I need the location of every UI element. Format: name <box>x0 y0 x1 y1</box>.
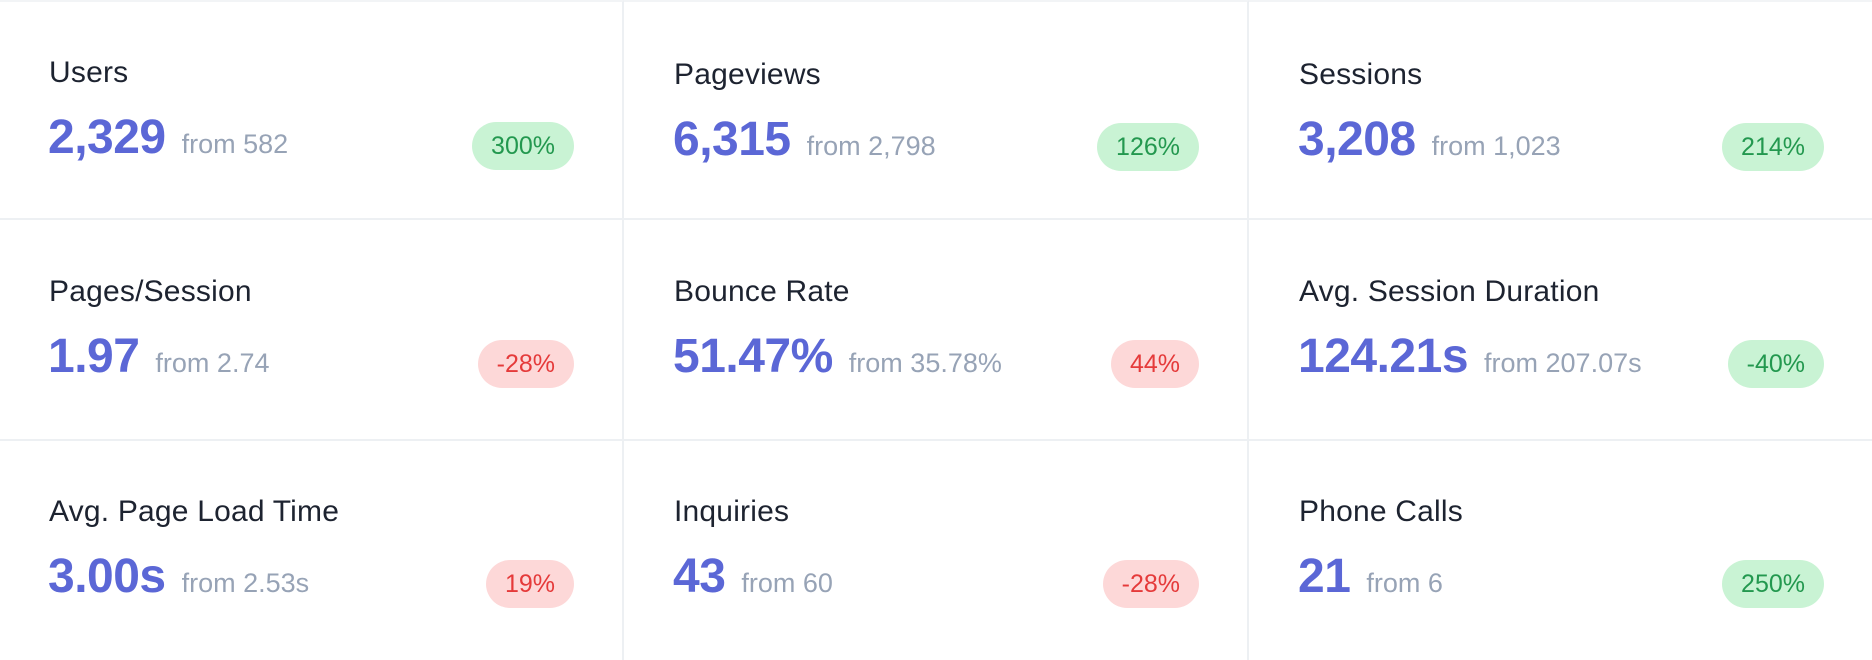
metric-label: Avg. Session Duration <box>1299 275 1600 308</box>
change-badge: -28% <box>477 340 574 388</box>
metric-previous-value: from 2.74 <box>155 348 270 378</box>
metric-label: Pageviews <box>674 58 821 91</box>
metric-previous-value: from 2.53s <box>181 568 310 598</box>
metric-value: 3.00s <box>48 550 166 603</box>
metric-value-row: 51.47% from 35.78% <box>673 329 1002 389</box>
change-badge: 214% <box>1722 123 1824 171</box>
metric-value-row: 6,315 from 2,798 <box>673 112 936 172</box>
metric-value-row: 124.21s from 207.07s <box>1298 329 1642 389</box>
metric-value-row: 3,208 from 1,023 <box>1298 112 1561 172</box>
metric-label: Pages/Session <box>49 275 252 308</box>
metric-value-row: 43 from 60 <box>673 549 833 609</box>
metric-card-phone-calls: Phone Calls 21 from 6 250% <box>1249 441 1872 660</box>
metric-card-pages-per-session: Pages/Session 1.97 from 2.74 -28% <box>0 220 624 441</box>
metric-card-avg-page-load-time: Avg. Page Load Time 3.00s from 2.53s 19% <box>0 441 624 660</box>
metric-card-avg-session-duration: Avg. Session Duration 124.21s from 207.0… <box>1249 220 1872 441</box>
change-badge: -40% <box>1727 340 1824 388</box>
metric-value-row: 1.97 from 2.74 <box>48 329 269 389</box>
metric-previous-value: from 1,023 <box>1431 131 1561 161</box>
change-badge: -28% <box>1102 560 1199 608</box>
metric-value: 51.47% <box>673 330 833 383</box>
metric-label: Users <box>49 56 129 89</box>
metric-value: 43 <box>673 550 726 603</box>
change-badge: 19% <box>485 560 574 608</box>
metric-value: 3,208 <box>1298 113 1416 166</box>
metric-previous-value: from 60 <box>741 568 833 598</box>
metric-card-sessions: Sessions 3,208 from 1,023 214% <box>1249 0 1872 220</box>
change-badge: 300% <box>472 122 574 170</box>
metric-value: 124.21s <box>1298 330 1469 383</box>
metric-value-row: 3.00s from 2.53s <box>48 549 309 609</box>
metric-value-row: 21 from 6 <box>1298 549 1443 609</box>
metric-previous-value: from 582 <box>181 129 289 159</box>
change-badge: 44% <box>1110 340 1199 388</box>
metric-value: 21 <box>1298 550 1351 603</box>
metric-value: 6,315 <box>673 113 791 166</box>
change-badge: 250% <box>1722 560 1824 608</box>
metric-value-row: 2,329 from 582 <box>48 110 288 170</box>
metric-card-inquiries: Inquiries 43 from 60 -28% <box>624 441 1249 660</box>
change-badge: 126% <box>1097 123 1199 171</box>
metric-label: Avg. Page Load Time <box>49 495 340 528</box>
metric-previous-value: from 6 <box>1366 568 1443 598</box>
metric-card-bounce-rate: Bounce Rate 51.47% from 35.78% 44% <box>624 220 1249 441</box>
metric-label: Bounce Rate <box>674 275 850 308</box>
metric-card-users: Users 2,329 from 582 300% <box>0 0 624 220</box>
metric-previous-value: from 35.78% <box>848 348 1002 378</box>
metric-card-pageviews: Pageviews 6,315 from 2,798 126% <box>624 0 1249 220</box>
metric-label: Sessions <box>1299 58 1423 91</box>
metric-label: Phone Calls <box>1299 495 1463 528</box>
metric-value: 1.97 <box>48 330 140 383</box>
metric-value: 2,329 <box>48 111 166 164</box>
metric-previous-value: from 207.07s <box>1484 348 1642 378</box>
metric-label: Inquiries <box>674 495 790 528</box>
metric-previous-value: from 2,798 <box>806 131 936 161</box>
